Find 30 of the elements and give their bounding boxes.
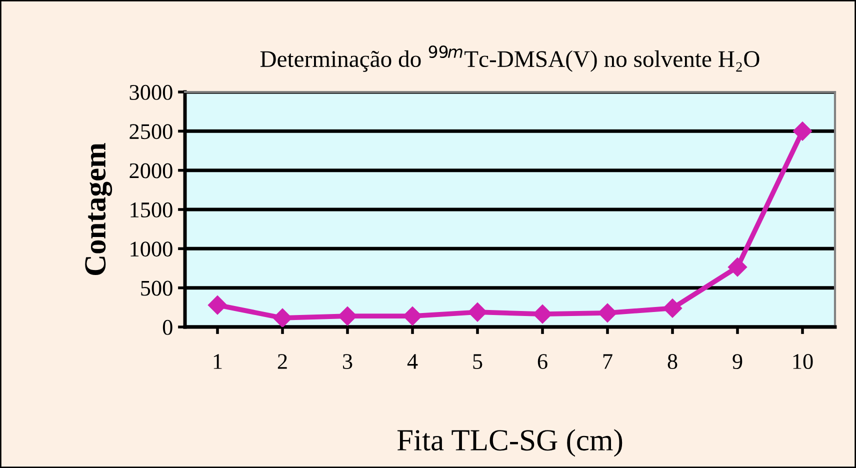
point <box>792 122 812 141</box>
y-tick-label: 500 <box>141 280 172 296</box>
point <box>532 304 552 324</box>
point <box>402 306 422 326</box>
chart-title: Determinação do $^{99m}$Tc-DMSA(V) no solvente H₂O <box>260 46 760 72</box>
x-tick-label: 3 <box>343 354 352 370</box>
x-tick-label: 5 <box>473 354 482 370</box>
point <box>208 296 228 315</box>
x-tick-label: 8 <box>668 354 678 370</box>
x-tick-label: 1 <box>214 354 222 369</box>
x-tick-label: 10 <box>793 354 813 370</box>
point <box>468 302 488 322</box>
point <box>338 306 358 326</box>
point <box>272 308 292 327</box>
point <box>662 298 682 318</box>
y-tick-label: 3000 <box>130 84 172 100</box>
x-tick-label: 6 <box>538 354 548 370</box>
x-axis-title: Fita TLC-SG (cm) <box>397 429 622 457</box>
y-tick-label: 0 <box>162 320 172 335</box>
point <box>728 258 748 277</box>
y-tick-label: 1500 <box>130 202 172 218</box>
x-tick-label: 9 <box>732 354 742 370</box>
y-tick-label: 2500 <box>130 124 172 140</box>
x-tick-label: 7 <box>603 354 612 369</box>
y-axis-title: Contagem <box>85 142 112 276</box>
x-tick-label: 2 <box>278 354 287 369</box>
x-tick-label: 4 <box>407 354 418 369</box>
y-tick-label: 1000 <box>130 242 172 257</box>
point <box>598 303 618 322</box>
y-tick-label: 2000 <box>130 163 172 178</box>
